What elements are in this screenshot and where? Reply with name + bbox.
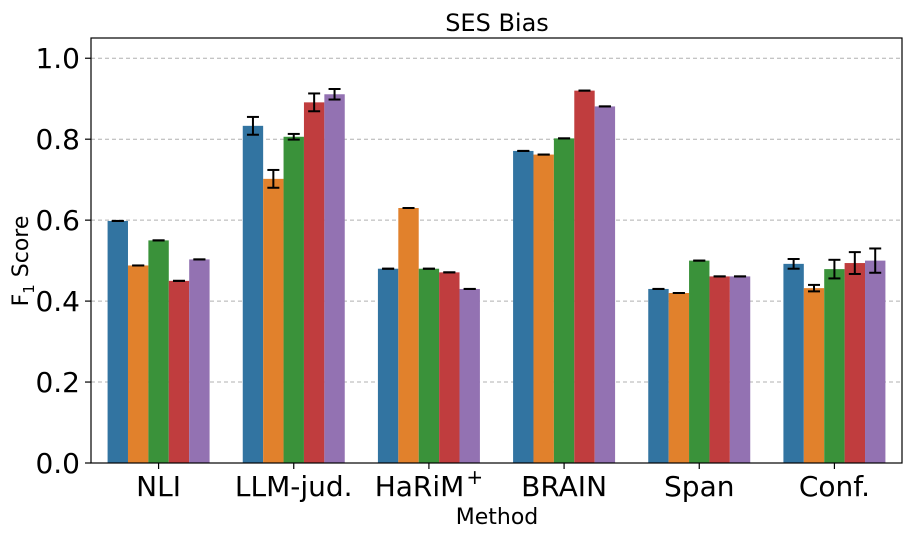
y-axis-label-main: F: [9, 294, 34, 307]
y-axis-label: F1 Score: [9, 216, 38, 307]
axes: [90, 37, 903, 464]
bar: [127, 265, 149, 463]
bar: [513, 150, 534, 463]
bar: [263, 178, 284, 463]
x-tick-label: BRAIN: [521, 470, 607, 503]
y-axis-label-suffix: Score: [9, 216, 34, 285]
bar: [107, 220, 128, 463]
chart-title: SES Bias: [445, 9, 549, 37]
y-axis-label-subscript: 1: [20, 284, 38, 294]
bar: [283, 136, 304, 463]
y-ticks: 0.0 0.2 0.4 0.6 0.8 1.0: [35, 42, 91, 480]
y-tick-label: 0.4: [35, 285, 80, 318]
bar: [533, 154, 554, 464]
bar: [439, 272, 460, 463]
y-tick-label: 0.0: [35, 447, 80, 480]
bar: [783, 263, 804, 463]
bar: [553, 138, 575, 463]
x-tick-label: Span: [664, 470, 734, 503]
bar: [574, 90, 595, 463]
bar: [729, 276, 751, 463]
y-tick-label: 0.2: [35, 366, 80, 399]
y-tick-label: 0.6: [35, 204, 80, 237]
bar: [459, 288, 480, 463]
bar: [398, 208, 419, 463]
bar: [377, 268, 399, 463]
x-tick-label: NLI: [136, 470, 181, 503]
bar: [168, 280, 190, 463]
bar: [668, 293, 690, 463]
bar: [824, 269, 845, 463]
bar: [594, 106, 616, 464]
x-tick-label: LLM-jud.: [235, 470, 353, 503]
error-bars: [111, 88, 882, 294]
bar: [865, 260, 886, 463]
bar: [709, 276, 730, 463]
bars: [107, 90, 886, 464]
bar: [844, 263, 866, 463]
bar: [324, 94, 345, 463]
grid-lines: [91, 57, 902, 383]
plot-frame: [90, 37, 903, 464]
bar: [689, 260, 710, 463]
bar: [418, 268, 440, 463]
y-tick-label: 1.0: [35, 42, 80, 75]
bar: [803, 288, 825, 463]
x-axis-label: Method: [456, 505, 539, 530]
x-tick-label-superscript: +: [466, 465, 483, 489]
bar: [303, 102, 325, 463]
bar: [648, 288, 669, 463]
x-ticks: NLI LLM-jud. HaRiM+ BRAIN Span Conf.: [136, 463, 870, 503]
bar: [148, 240, 169, 463]
x-tick-label: Conf.: [799, 470, 870, 503]
bar: [242, 125, 264, 463]
y-tick-label: 0.8: [35, 123, 80, 156]
x-tick-label: HaRiM+: [375, 465, 483, 503]
bar: [189, 259, 210, 463]
